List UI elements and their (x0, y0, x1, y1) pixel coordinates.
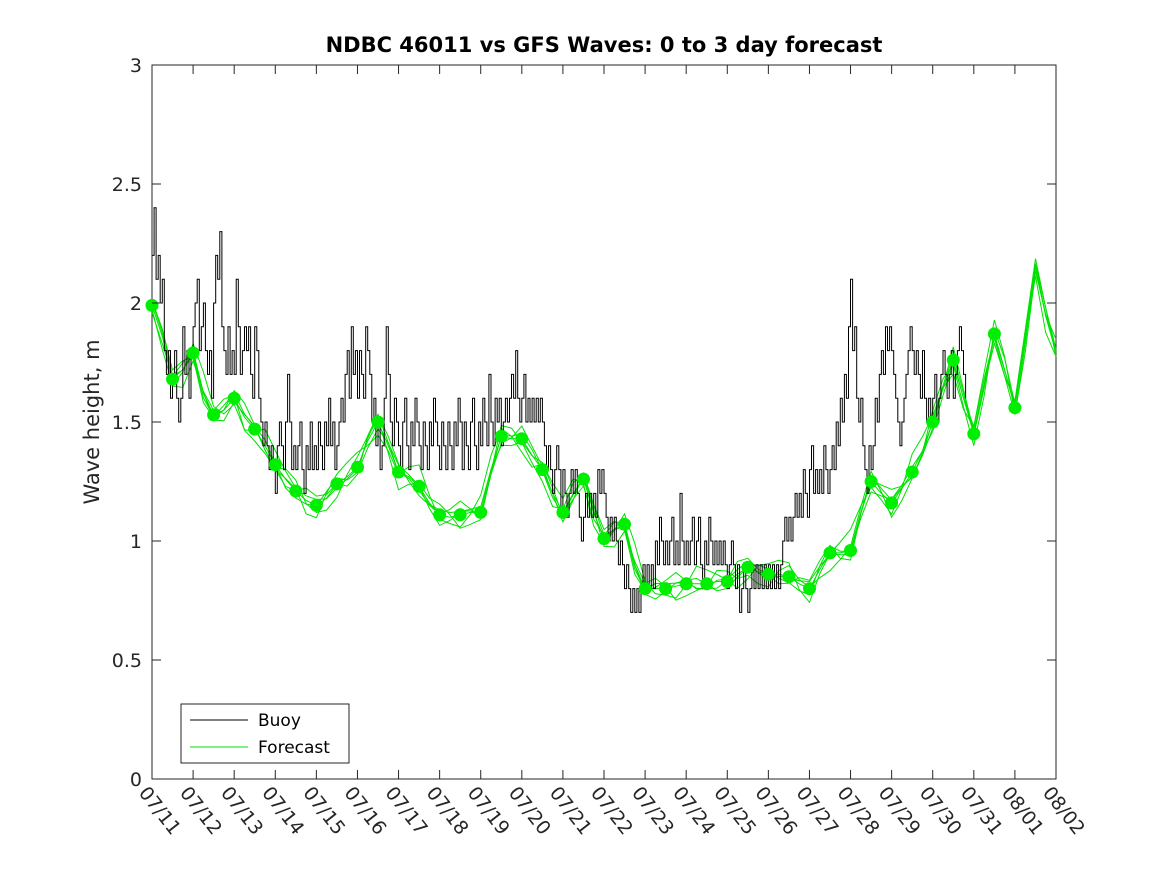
forecast-marker (741, 560, 755, 574)
y-tick-label: 3 (130, 55, 142, 77)
forecast-marker (946, 353, 960, 367)
forecast-marker (556, 505, 570, 519)
forecast-marker (577, 472, 590, 486)
forecast-marker (1008, 401, 1022, 415)
y-tick-label: 0 (130, 769, 142, 791)
forecast-marker (782, 570, 796, 584)
forecast-marker (844, 544, 857, 557)
forecast-marker (761, 567, 775, 581)
legend: Buoy Forecast (180, 703, 350, 764)
legend-forecast-label: Forecast (258, 738, 330, 758)
forecast-marker (474, 505, 488, 519)
buoy-line (152, 207, 967, 613)
forecast-marker (515, 432, 529, 446)
y-tick-label: 0.5 (112, 650, 142, 672)
forecast-marker (392, 465, 405, 479)
forecast-marker (535, 463, 549, 477)
forecast-marker (864, 475, 878, 488)
forecast-marker (926, 415, 940, 429)
forecast-marker (638, 582, 652, 596)
y-tick-label: 1 (130, 531, 142, 553)
forecast-marker (618, 517, 631, 531)
forecast-marker (823, 546, 837, 560)
forecast-marker (371, 415, 385, 429)
forecast-marker (412, 479, 426, 493)
forecast-marker (248, 422, 262, 436)
forecast-marker (433, 508, 447, 522)
chart-title: NDBC 46011 vs GFS Waves: 0 to 3 day fore… (326, 33, 883, 57)
forecast-marker (145, 298, 159, 312)
forecast-marker (659, 582, 673, 596)
forecast-marker (227, 391, 241, 405)
forecast-marker (289, 484, 303, 498)
forecast-marker (803, 582, 816, 596)
forecast-markers (145, 298, 1022, 596)
forecast-marker (905, 465, 919, 479)
forecast-marker (268, 458, 282, 472)
forecast-marker (453, 508, 467, 522)
forecast-marker (186, 346, 200, 360)
forecast-marker (309, 498, 323, 512)
y-tick-label: 2 (130, 293, 142, 315)
y-tick-label: 1.5 (112, 412, 142, 434)
buoy-series (152, 207, 967, 613)
forecast-marker (679, 577, 693, 591)
y-axis-label: Wave height, m (80, 339, 104, 504)
forecast-marker (166, 372, 179, 386)
forecast-marker (494, 429, 508, 443)
y-tick-label: 2.5 (112, 174, 142, 196)
forecast-run (151, 275, 1057, 601)
forecast-marker (720, 575, 734, 588)
forecast-marker (885, 496, 899, 510)
forecast-marker (597, 532, 611, 546)
forecast-marker (207, 408, 221, 422)
legend-box (180, 703, 350, 764)
forecast-marker (330, 477, 344, 491)
forecast-marker (351, 460, 364, 474)
forecast-marker (987, 327, 1001, 341)
legend-buoy-label: Buoy (258, 711, 301, 731)
forecast-marker (700, 577, 714, 591)
plot-area (151, 64, 1057, 780)
forecast-marker (967, 427, 981, 441)
